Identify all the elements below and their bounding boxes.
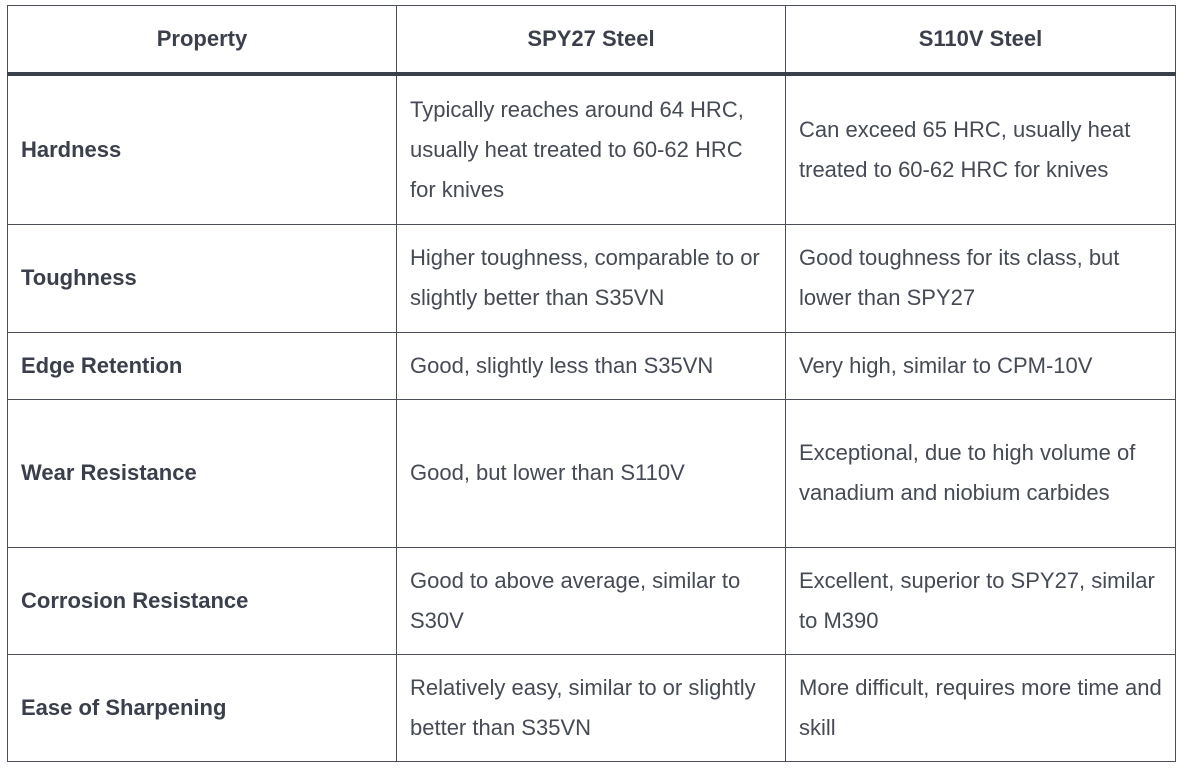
table-row-toughness: Toughness Higher toughness, comparable t… [7, 223, 1176, 333]
spy27-cell: Typically reaches around 64 HRC, usually… [396, 73, 786, 225]
spy27-cell: Good, but lower than S110V [396, 398, 786, 548]
s110v-cell: Very high, similar to CPM-10V [785, 331, 1176, 400]
comparison-table: Property SPY27 Steel S110V Steel Hardnes… [7, 5, 1176, 762]
s110v-cell: Good toughness for its class, but lower … [785, 223, 1176, 333]
table-row-edge-retention: Edge Retention Good, slightly less than … [7, 331, 1176, 400]
property-cell: Ease of Sharpening [7, 653, 397, 762]
property-cell: Toughness [7, 223, 397, 333]
spy27-cell: Good to above average, similar to S30V [396, 546, 786, 655]
header-row: Property SPY27 Steel S110V Steel [7, 5, 1176, 76]
property-cell: Corrosion Resistance [7, 546, 397, 655]
property-cell: Hardness [7, 73, 397, 225]
header-spy27: SPY27 Steel [396, 5, 786, 76]
spy27-cell: Higher toughness, comparable to or sligh… [396, 223, 786, 333]
table-row-hardness: Hardness Typically reaches around 64 HRC… [7, 73, 1176, 225]
header-property: Property [7, 5, 397, 76]
s110v-cell: Exceptional, due to high volume of vanad… [785, 398, 1176, 548]
table-row-corrosion-resistance: Corrosion Resistance Good to above avera… [7, 546, 1176, 655]
spy27-cell: Relatively easy, similar to or slightly … [396, 653, 786, 762]
property-cell: Wear Resistance [7, 398, 397, 548]
table-row-ease-of-sharpening: Ease of Sharpening Relatively easy, simi… [7, 653, 1176, 762]
header-s110v: S110V Steel [785, 5, 1176, 76]
property-cell: Edge Retention [7, 331, 397, 400]
table-row-wear-resistance: Wear Resistance Good, but lower than S11… [7, 398, 1176, 548]
s110v-cell: Excellent, superior to SPY27, similar to… [785, 546, 1176, 655]
spy27-cell: Good, slightly less than S35VN [396, 331, 786, 400]
s110v-cell: Can exceed 65 HRC, usually heat treated … [785, 73, 1176, 225]
s110v-cell: More difficult, requires more time and s… [785, 653, 1176, 762]
